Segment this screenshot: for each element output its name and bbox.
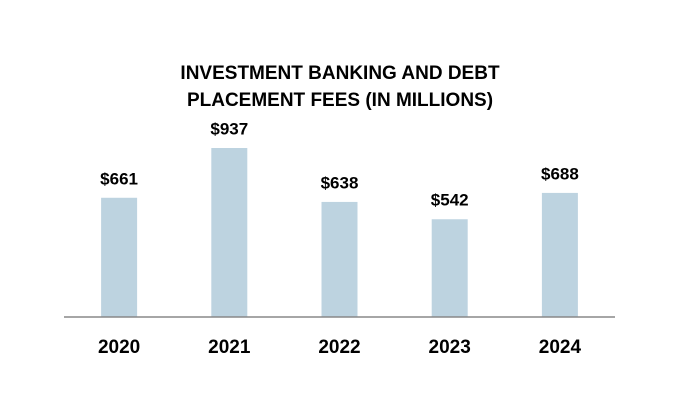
bar xyxy=(541,192,578,317)
bar xyxy=(101,197,138,317)
x-tick-label: 2021 xyxy=(208,337,251,358)
bar xyxy=(211,148,248,317)
x-tick-label: 2023 xyxy=(429,337,471,358)
value-label: $638 xyxy=(321,173,359,192)
value-label: $661 xyxy=(100,169,138,188)
chart-title: INVESTMENT BANKING AND DEBT PLACEMENT FE… xyxy=(180,63,500,111)
bar xyxy=(321,201,358,317)
value-label: $542 xyxy=(431,191,469,210)
bar xyxy=(431,219,468,317)
value-label: $937 xyxy=(210,119,248,138)
x-tick-label: 2022 xyxy=(318,337,360,358)
value-label: $688 xyxy=(541,164,579,183)
x-tick-label: 2020 xyxy=(98,337,140,358)
x-tick-label: 2024 xyxy=(539,337,582,358)
